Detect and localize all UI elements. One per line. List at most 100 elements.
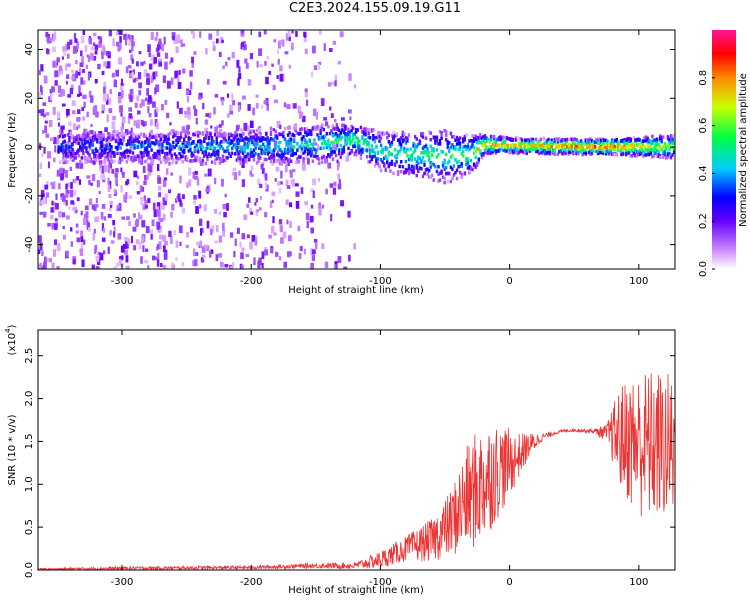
heatmap-cell [519,137,522,141]
heatmap-cell [40,193,45,201]
heatmap-cell [128,195,133,199]
heatmap-cell [294,128,298,133]
heatmap-cell [75,70,78,79]
heatmap-cell [141,154,144,159]
heatmap-cell [206,132,209,137]
heatmap-cell [101,44,105,52]
heatmap-cell [208,33,213,40]
heatmap-cell [72,123,77,130]
heatmap-cell [225,61,228,66]
heatmap-cell [168,161,171,166]
heatmap-cell [590,148,594,153]
heatmap-cell [272,138,276,142]
heatmap-cell [569,137,572,142]
heatmap-cell [117,95,122,104]
heatmap-cell [418,141,422,145]
heatmap-cell [404,136,408,140]
heatmap-cell [272,157,276,161]
heatmap-cell [96,179,100,188]
heatmap-cell [131,137,135,141]
heatmap-cell [218,134,222,138]
heatmap-cell [239,241,242,248]
heatmap-cell [207,136,211,141]
heatmap-cell [328,147,332,151]
heatmap-cell [46,38,51,44]
heatmap-cell [213,151,217,155]
heatmap-cell [88,136,91,140]
heatmap-cell [39,262,42,269]
heatmap-cell [173,132,177,137]
heatmap-cell [90,46,94,51]
heatmap-cell [431,162,434,166]
heatmap-cell [240,30,244,34]
heatmap-cell [266,141,270,146]
heatmap-cell [612,143,615,148]
heatmap-cell [206,142,209,146]
heatmap-cell [274,129,277,134]
heatmap-cell [645,135,648,139]
heatmap-cell [108,97,112,105]
heatmap-cell [547,147,550,152]
heatmap-cell [298,252,302,260]
heatmap-cell [204,161,208,166]
heatmap-cell [445,133,448,137]
heatmap-cell [320,142,324,146]
heatmap-cell [279,65,283,72]
heatmap-cell [583,148,586,153]
heatmap-cell [233,251,236,258]
heatmap-cell [249,135,253,140]
heatmap-cell [547,144,550,149]
heatmap-cell [449,145,453,150]
heatmap-cell [640,140,643,145]
heatmap-cell [70,134,75,139]
heatmap-cell [472,139,476,143]
heatmap-cell [120,152,124,157]
heatmap-cell [125,255,129,263]
heatmap-cell [339,137,342,141]
heatmap-cell [205,188,210,193]
heatmap-cell [63,153,66,158]
heatmap-cell [627,151,631,155]
heatmap-cell [142,165,146,173]
heatmap-cell [312,190,315,199]
heatmap-cell [105,62,109,69]
heatmap-cell [303,140,307,145]
heatmap-cell [609,146,612,151]
heatmap-cell [215,157,218,161]
heatmap-cell [96,149,99,153]
heatmap-cell [238,138,242,143]
heatmap-cell [172,160,175,165]
heatmap-cell [279,140,282,145]
heatmap-cell [117,142,121,146]
heatmap-cell [347,146,350,151]
heatmap-cell [243,44,247,51]
heatmap-cell [232,134,235,139]
heatmap-cell [663,144,667,149]
heatmap-cell [634,147,637,152]
heatmap-cell [668,151,671,156]
heatmap-cell [299,131,302,136]
heatmap-cell [119,141,122,145]
heatmap-cell [353,132,356,136]
heatmap-cell [100,133,104,137]
heatmap-cell [575,151,578,156]
heatmap-cell [410,155,414,160]
heatmap-cell [601,146,605,151]
heatmap-cell [96,137,99,142]
heatmap-cell [413,148,417,153]
heatmap-cell [101,52,104,59]
heatmap-cell [274,178,277,182]
heatmap-cell [496,137,499,142]
heatmap-cell [409,156,412,161]
heatmap-cell [78,133,83,139]
heatmap-cell [80,146,85,153]
heatmap-cell [347,137,350,141]
heatmap-cell [672,133,675,138]
heatmap-cell [337,183,342,190]
heatmap-cell [305,212,310,220]
heatmap-cell [62,147,65,152]
heatmap-cell [153,141,156,146]
heatmap-cell [136,181,139,186]
heatmap-cell [252,153,256,158]
heatmap-cell [562,146,566,151]
